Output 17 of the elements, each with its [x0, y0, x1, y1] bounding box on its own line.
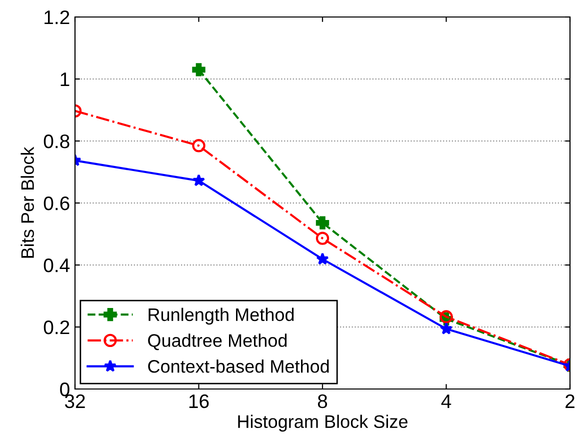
y-tick-label: 0.8 [44, 134, 70, 148]
y-tick-label: 0 [60, 382, 70, 396]
x-tick-label: 2 [566, 394, 574, 408]
y-tick-label: 0.2 [44, 320, 70, 334]
x-tick-label: 4 [441, 394, 452, 408]
y-tick-label: 0.6 [44, 196, 70, 210]
legend-label: Context-based Method [148, 360, 329, 373]
x-tick-label: 32 [64, 394, 85, 408]
legend-label: Runlength Method [148, 308, 294, 325]
y-tick-label: 0.4 [44, 258, 70, 272]
y-tick-label: 1.2 [44, 10, 70, 24]
y-tick-label: 1 [60, 72, 70, 86]
legend-label: Quadtree Method [148, 334, 287, 350]
x-tick-label: 8 [318, 394, 328, 408]
x-axis-title: Histogram Block Size [238, 414, 408, 432]
x-tick-label: 16 [189, 394, 209, 408]
y-axis-title: Bits Per Block [20, 146, 34, 258]
